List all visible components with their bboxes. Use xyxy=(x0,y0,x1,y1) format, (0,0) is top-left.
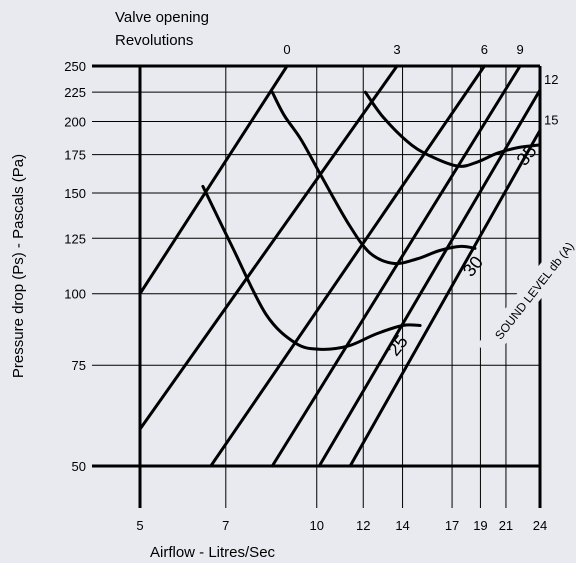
y-tick-label: 50 xyxy=(72,459,86,474)
y-axis-label: Pressure drop (Ps) - Pascals (Pa) xyxy=(10,154,27,378)
valve-line-6 xyxy=(209,64,486,468)
valve-line-9 xyxy=(270,64,522,468)
valve-line-3 xyxy=(138,64,399,431)
x-tick-label: 14 xyxy=(395,518,409,533)
chart-title-line-2: Revolutions xyxy=(115,32,193,49)
sound-curve-label: 25 xyxy=(384,331,412,359)
x-tick-label: 12 xyxy=(356,518,370,533)
valve-label: 15 xyxy=(544,112,558,127)
chart-grid xyxy=(92,64,542,508)
sound-level-label: SOUND LEVEL db (A) xyxy=(476,221,576,359)
valve-label: 12 xyxy=(544,72,558,87)
x-tick-label: 19 xyxy=(473,518,487,533)
x-tick-label: 24 xyxy=(533,518,547,533)
y-tick-label: 175 xyxy=(64,148,86,163)
x-axis-label: Airflow - Litres/Sec xyxy=(150,544,276,561)
sound-curve-25 xyxy=(201,184,422,351)
x-tick-label: 10 xyxy=(310,518,324,533)
sound-curves xyxy=(201,90,542,351)
y-tick-label: 125 xyxy=(64,231,86,246)
x-tick-label: 7 xyxy=(222,518,229,533)
valve-label: 0 xyxy=(283,42,290,57)
sound-curve-30 xyxy=(270,90,477,266)
y-tick-label: 150 xyxy=(64,186,86,201)
axis-ticks: 50 75 100 125 150 175 200 225 250 5 7 10 12 14 17 19 21 2… xyxy=(64,59,547,533)
chart-title-line-1: Valve opening xyxy=(115,9,209,26)
y-tick-label: 250 xyxy=(64,59,86,74)
sound-curve-35 xyxy=(363,90,542,168)
valve-line-15 xyxy=(348,128,542,468)
sound-level-label-bg xyxy=(476,221,576,359)
sound-level-label-text: SOUND LEVEL db (A) xyxy=(492,239,576,342)
y-tick-label: 200 xyxy=(64,114,86,129)
y-tick-label: 225 xyxy=(64,85,86,100)
x-tick-label: 17 xyxy=(445,518,459,533)
y-tick-label: 75 xyxy=(72,358,86,373)
valve-line-0 xyxy=(138,64,289,296)
x-tick-label: 5 xyxy=(136,518,143,533)
sound-curve-label: 30 xyxy=(459,252,487,280)
x-tick-label: 21 xyxy=(499,518,513,533)
valve-label: 3 xyxy=(393,42,400,57)
valve-label: 9 xyxy=(517,42,524,57)
y-tick-label: 100 xyxy=(64,287,86,302)
valve-label: 6 xyxy=(481,42,488,57)
